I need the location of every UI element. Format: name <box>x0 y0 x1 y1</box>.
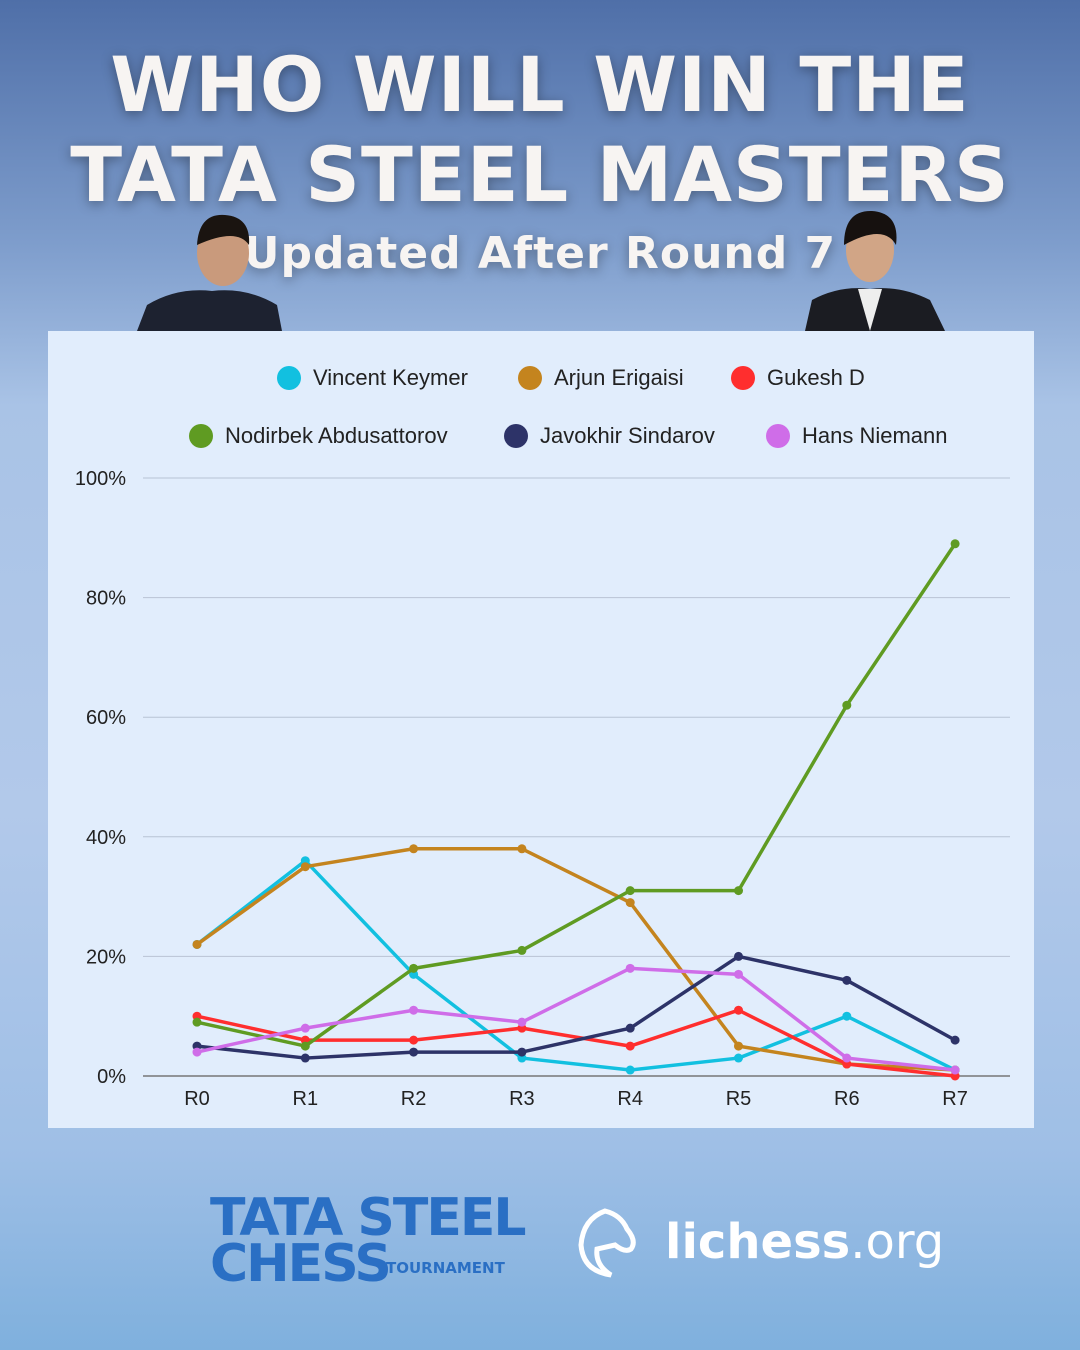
x-tick-label: R4 <box>617 1088 643 1110</box>
legend-item: Nodirbek Abdusattorov <box>189 423 448 449</box>
legend-item: Arjun Erigaisi <box>518 365 684 391</box>
series-line <box>195 847 956 1072</box>
data-point <box>734 1041 743 1051</box>
data-point <box>300 1041 310 1051</box>
logo-text-light: .org <box>850 1214 945 1270</box>
series-line <box>196 966 956 1072</box>
data-point <box>625 1041 635 1051</box>
legend-label: Nodirbek Abdusattorov <box>225 423 448 448</box>
title-line-1: WHO WILL WIN THE <box>110 40 970 129</box>
data-point <box>409 1035 419 1045</box>
y-tick-label: 20% <box>86 946 126 968</box>
logo-line-1: TATA STEEL <box>210 1188 527 1248</box>
series-line <box>196 1008 956 1078</box>
y-tick-label: 60% <box>86 707 126 729</box>
data-point <box>300 862 310 872</box>
series-line <box>196 542 957 1048</box>
data-point <box>517 1047 527 1057</box>
data-point <box>950 1065 960 1075</box>
data-point <box>409 1047 419 1057</box>
data-point <box>517 945 527 955</box>
legend-label: Javokhir Sindarov <box>540 423 715 448</box>
legend-dot-icon <box>766 424 790 448</box>
knight-icon <box>578 1208 636 1278</box>
data-point <box>842 700 852 710</box>
x-tick-label: R1 <box>293 1088 319 1110</box>
data-point <box>192 1047 202 1057</box>
y-tick-label: 40% <box>86 827 126 849</box>
legend-dot-icon <box>518 366 542 390</box>
data-point <box>625 963 635 973</box>
logo-small: TOURNAMENT <box>386 1259 505 1277</box>
data-point <box>734 1053 743 1063</box>
chart-panel: Vincent Keymer Arjun Erigaisi Gukesh D Nodi… <box>48 331 1034 1128</box>
legend-label: Vincent Keymer <box>313 365 468 390</box>
data-point <box>625 886 635 896</box>
data-point <box>734 969 743 979</box>
data-point <box>734 886 743 896</box>
logo-text-bold: lichess <box>665 1214 851 1270</box>
y-tick-label: 0% <box>97 1066 126 1088</box>
data-point <box>300 1023 310 1033</box>
subtitle: Updated After Round 7 <box>243 228 837 279</box>
legend-item: Vincent Keymer <box>277 365 468 391</box>
x-tick-label: R2 <box>401 1088 427 1110</box>
line-chart: 0% 20% 40% 60% 80% 100% R0 R1 R2 R3 R4 R5 R6 R7 <box>75 468 1010 1110</box>
y-tick-label: 100% <box>75 468 126 490</box>
data-point <box>734 1005 743 1015</box>
legend-item: Gukesh D <box>731 365 865 391</box>
series-line <box>195 858 956 1072</box>
data-point <box>300 1053 310 1063</box>
data-point <box>192 1017 202 1027</box>
player-photo-left <box>137 214 282 331</box>
legend-label: Hans Niemann <box>802 423 948 448</box>
data-point <box>517 844 527 854</box>
data-point <box>625 1065 635 1075</box>
legend-dot-icon <box>189 424 213 448</box>
x-tick-label: R7 <box>942 1088 968 1110</box>
data-point <box>950 539 960 549</box>
data-point <box>192 939 202 949</box>
data-point <box>734 951 743 961</box>
legend-dot-icon <box>277 366 301 390</box>
data-point <box>625 1023 635 1033</box>
data-point <box>950 1035 960 1045</box>
legend-label: Arjun Erigaisi <box>554 365 684 390</box>
data-point <box>409 844 419 854</box>
series-line <box>196 954 956 1060</box>
data-point <box>517 1017 527 1027</box>
data-point <box>409 1005 419 1015</box>
y-tick-label: 80% <box>86 588 126 610</box>
x-tick-label: R0 <box>184 1088 210 1110</box>
data-point <box>625 898 635 908</box>
logo-line-2: CHESS <box>210 1234 392 1294</box>
legend-dot-icon <box>731 366 755 390</box>
legend-item: Javokhir Sindarov <box>504 423 715 449</box>
x-tick-label: R6 <box>834 1088 860 1110</box>
data-point <box>842 975 852 985</box>
player-photo-right <box>805 210 945 331</box>
legend-label: Gukesh D <box>767 365 865 390</box>
data-point <box>409 963 419 973</box>
x-tick-label: R5 <box>726 1088 752 1110</box>
data-point <box>842 1011 852 1021</box>
title-line-2: TATA STEEL MASTERS <box>70 130 1010 219</box>
tata-steel-chess-logo: TATA STEEL CHESS TOURNAMENT <box>210 1192 527 1290</box>
legend-item: Hans Niemann <box>766 423 948 449</box>
lichess-logo: lichess .org <box>575 1205 944 1279</box>
x-tick-label: R3 <box>509 1088 535 1110</box>
data-point <box>842 1053 852 1063</box>
legend-dot-icon <box>504 424 528 448</box>
